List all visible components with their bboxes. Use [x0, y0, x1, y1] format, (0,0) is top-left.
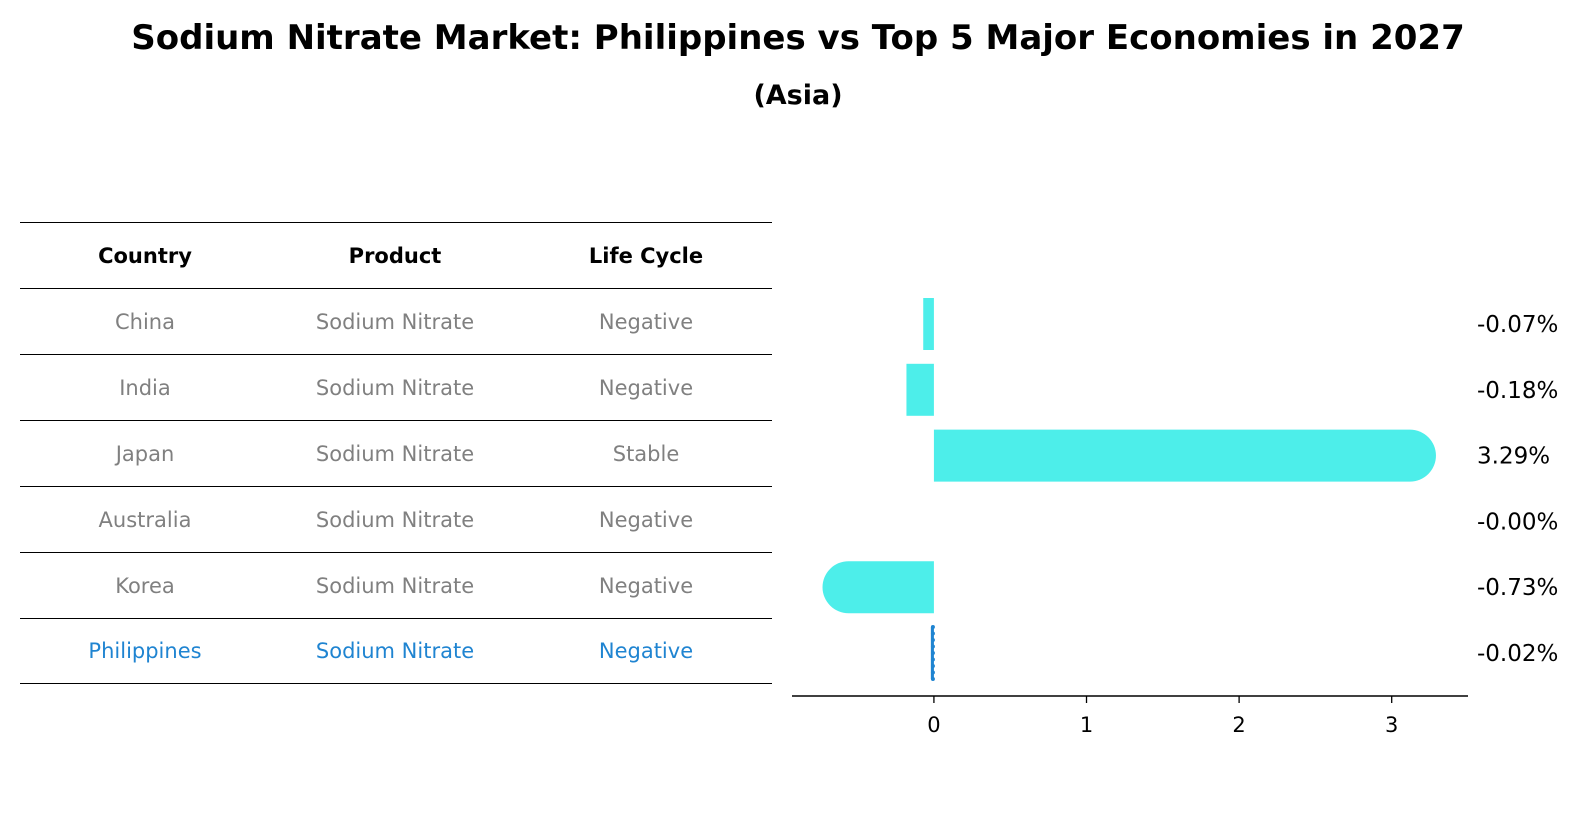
cell-product: Sodium Nitrate: [315, 573, 475, 598]
cell-life-cycle: Stable: [612, 441, 680, 466]
cell-country: Japan: [115, 441, 175, 466]
cell-country: Philippines: [88, 639, 202, 663]
table-row-highlighted: Philippines Sodium Nitrate Negative: [20, 618, 772, 684]
bar-dot: [930, 651, 935, 655]
cell-life-cycle: Negative: [598, 309, 694, 334]
cell-country: India: [119, 375, 171, 400]
table-row: China Sodium Nitrate Negative: [20, 288, 772, 354]
cell-life-cycle: Negative: [598, 375, 694, 400]
value-label: -0.02%: [1477, 641, 1558, 667]
header-country: Country: [98, 243, 192, 268]
table-header-row: Country Product Life Cycle: [20, 222, 772, 288]
value-label: -0.07%: [1477, 312, 1558, 338]
life-cycle-table: Country Product Life Cycle China Sodium …: [20, 222, 772, 684]
bar-dot: [930, 644, 935, 649]
table-row: Korea Sodium Nitrate Negative: [20, 552, 772, 618]
cell-product: Sodium Nitrate: [315, 441, 475, 466]
bar-korea: [822, 561, 934, 614]
cell-life-cycle: Negative: [598, 573, 694, 598]
cell-life-cycle: Negative: [598, 639, 694, 663]
bar-dot: [930, 638, 935, 642]
cell-product: Sodium Nitrate: [315, 507, 475, 532]
x-tick-label: 2: [1232, 713, 1245, 737]
cell-country: Korea: [115, 573, 175, 598]
value-label: -0.00%: [1477, 509, 1558, 535]
header-life-cycle: Life Cycle: [588, 243, 704, 268]
cell-country: Australia: [98, 507, 192, 532]
bar-dot: [930, 625, 935, 629]
bar-dot: [930, 631, 935, 636]
value-label: -0.18%: [1477, 378, 1558, 404]
bar-dot: [930, 657, 935, 662]
bar-japan: [933, 429, 1436, 482]
value-label: 3.29%: [1477, 444, 1550, 470]
chart-subtitle: (Asia): [753, 80, 843, 111]
cell-product: Sodium Nitrate: [315, 375, 475, 400]
cell-life-cycle: Negative: [598, 507, 694, 532]
x-tick-label: 1: [1080, 713, 1093, 737]
cell-product: Sodium Nitrate: [315, 639, 475, 663]
bar-dot: [930, 664, 935, 668]
bar-india: [906, 363, 934, 416]
header-product: Product: [348, 243, 442, 268]
table-row: Australia Sodium Nitrate Negative: [20, 486, 772, 552]
x-tick-label: 0: [927, 713, 940, 737]
x-tick-label: 3: [1385, 713, 1398, 737]
bar-dot: [930, 670, 935, 675]
bar-dot: [930, 677, 935, 681]
cell-product: Sodium Nitrate: [315, 309, 475, 334]
table-row: Japan Sodium Nitrate Stable: [20, 420, 772, 486]
value-label: -0.73%: [1477, 575, 1558, 601]
table-row: India Sodium Nitrate Negative: [20, 354, 772, 420]
cell-country: China: [115, 309, 175, 334]
bar-china: [923, 298, 934, 350]
chart-title: Sodium Nitrate Market: Philippines vs To…: [131, 18, 1465, 58]
